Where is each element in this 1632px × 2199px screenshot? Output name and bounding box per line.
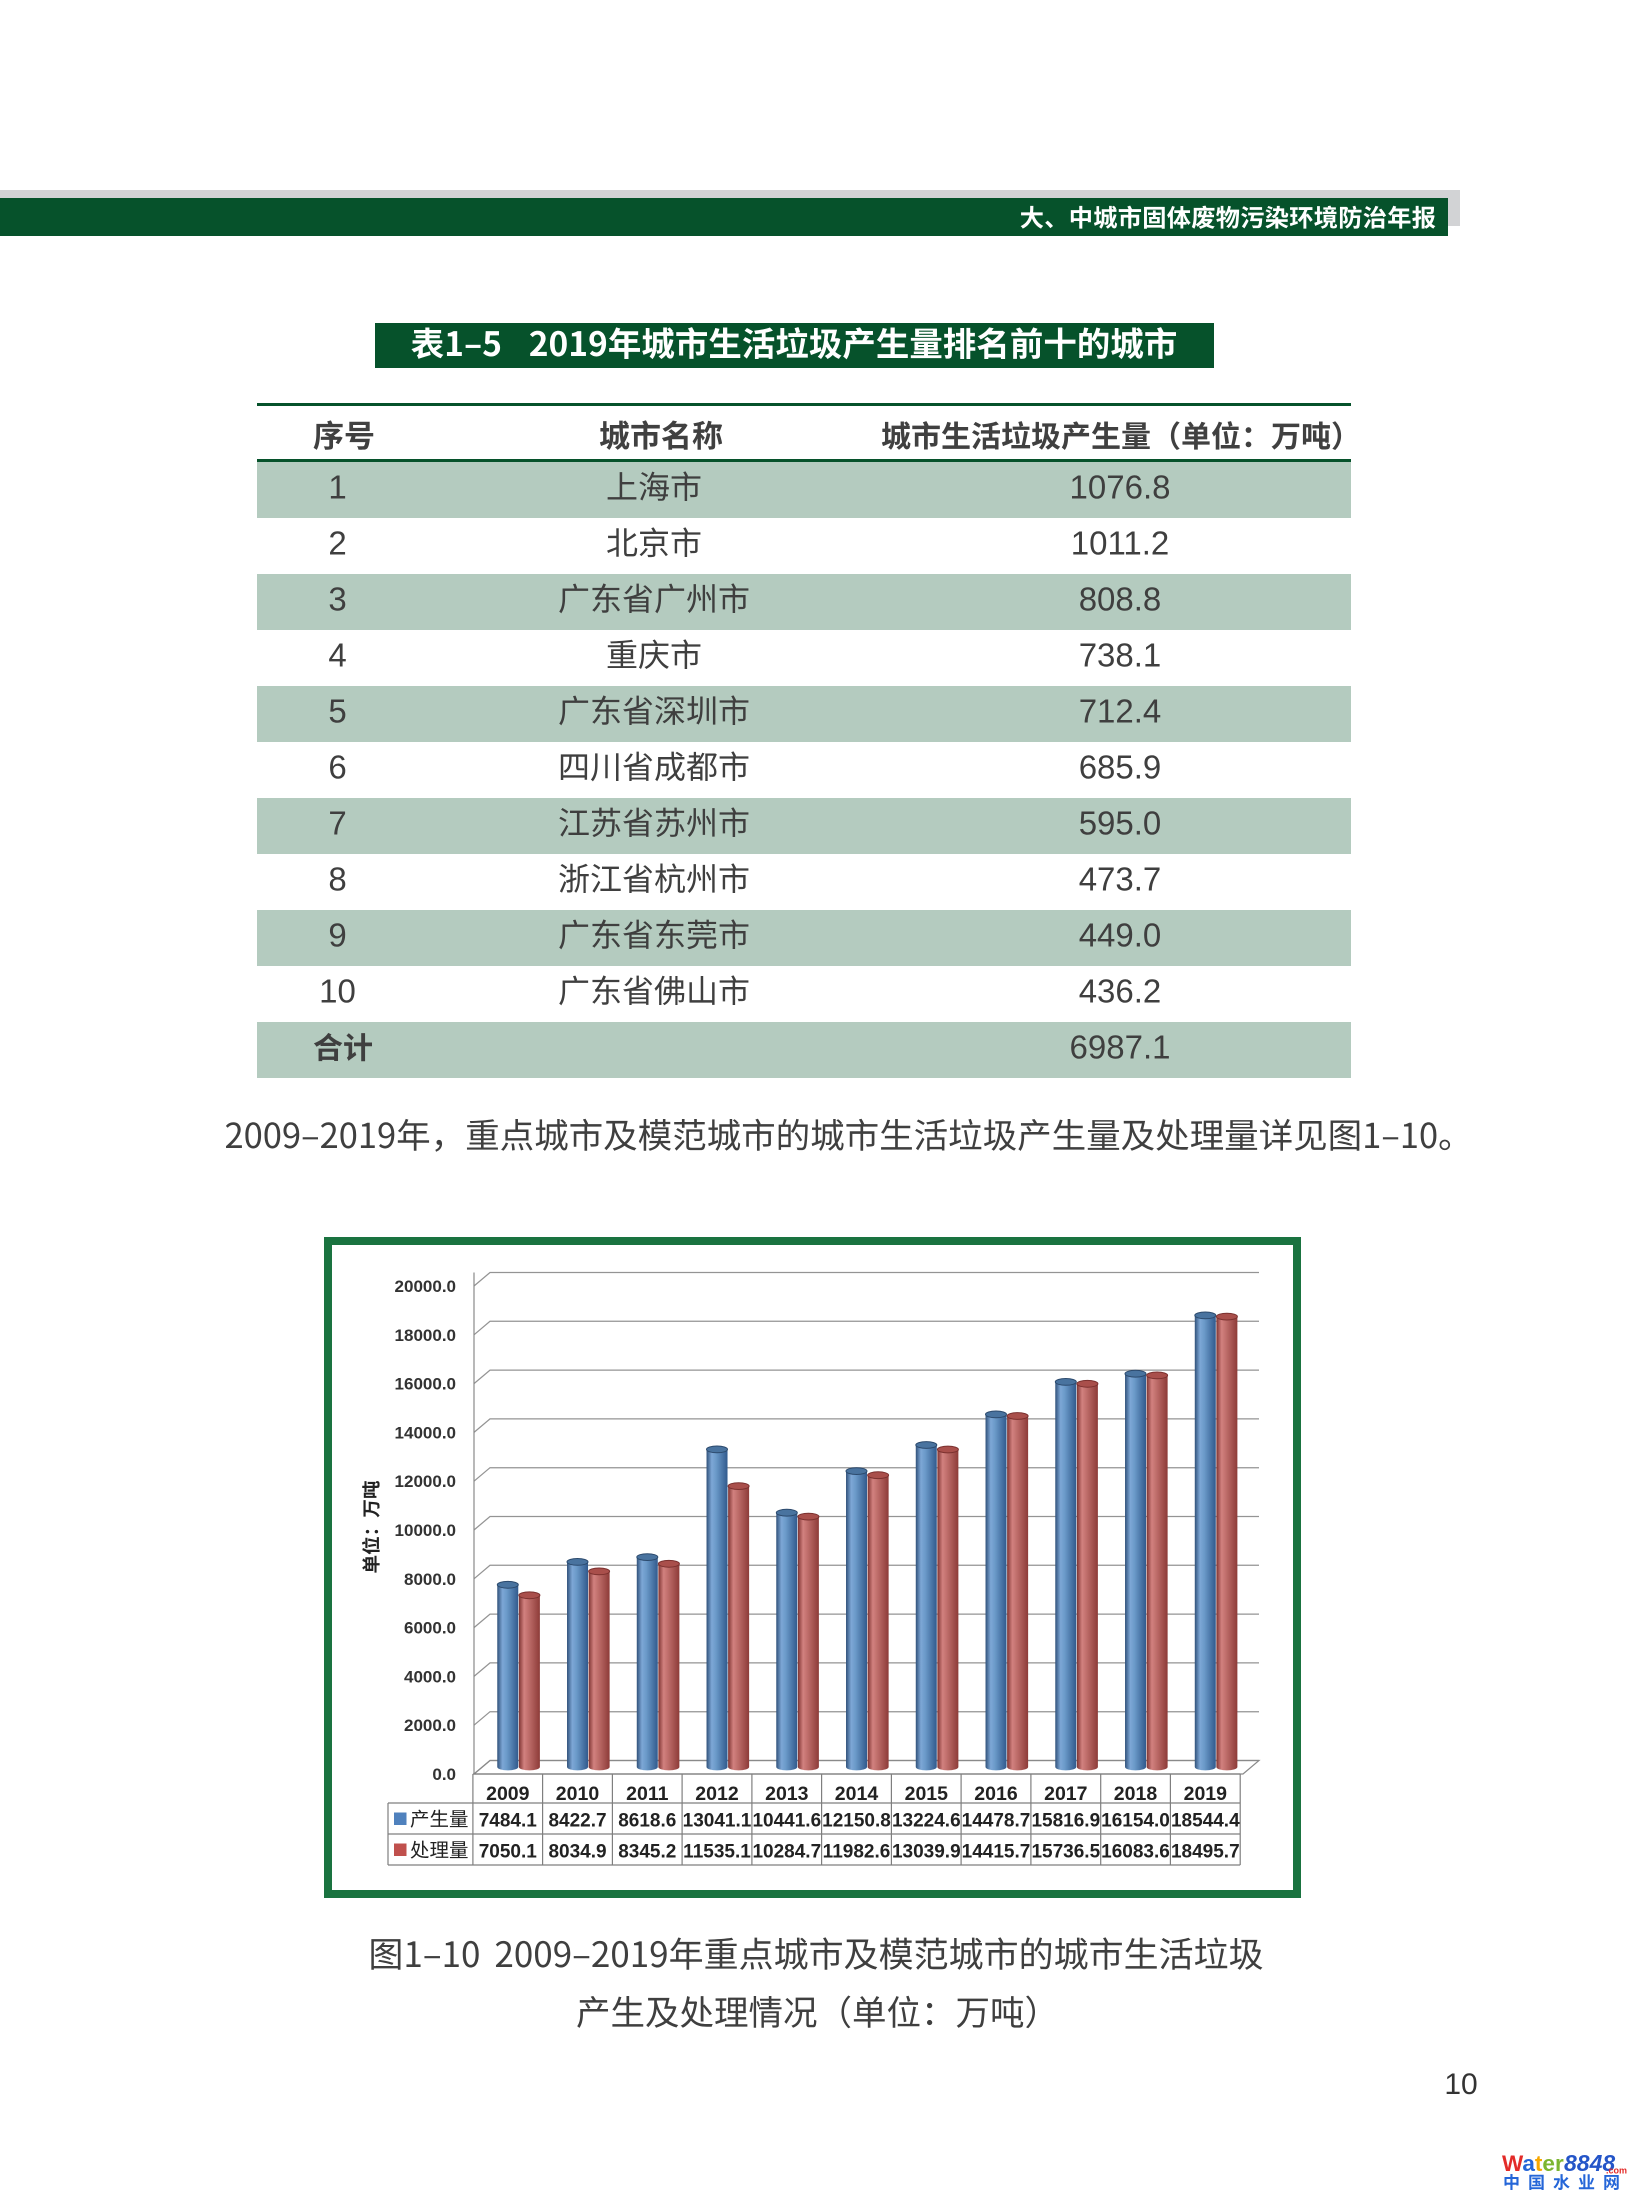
svg-text:2017: 2017 bbox=[1044, 1783, 1087, 1805]
svg-text:7050.1: 7050.1 bbox=[479, 1841, 538, 1862]
svg-text:2: 2 bbox=[328, 525, 346, 562]
svg-text:5: 5 bbox=[328, 693, 346, 730]
svg-text:10284.7: 10284.7 bbox=[752, 1841, 821, 1862]
svg-text:595.0: 595.0 bbox=[1079, 805, 1162, 842]
svg-text:13041.1: 13041.1 bbox=[683, 1810, 752, 1831]
svg-text:7484.1: 7484.1 bbox=[479, 1810, 538, 1831]
svg-text:10441.6: 10441.6 bbox=[752, 1810, 821, 1831]
svg-text:1011.2: 1011.2 bbox=[1071, 525, 1169, 562]
svg-text:2018: 2018 bbox=[1114, 1783, 1158, 1805]
svg-text:0.0: 0.0 bbox=[432, 1765, 456, 1784]
svg-text:685.9: 685.9 bbox=[1079, 749, 1162, 786]
svg-text:.com: .com bbox=[1606, 2166, 1627, 2176]
svg-text:2015: 2015 bbox=[905, 1783, 949, 1805]
svg-text:449.0: 449.0 bbox=[1079, 917, 1162, 954]
svg-text:12000.0: 12000.0 bbox=[395, 1472, 456, 1491]
svg-text:7: 7 bbox=[328, 805, 346, 842]
svg-text:3: 3 bbox=[328, 581, 346, 618]
svg-text:2014: 2014 bbox=[835, 1783, 879, 1805]
svg-text:15736.5: 15736.5 bbox=[1031, 1841, 1100, 1862]
svg-text:8000.0: 8000.0 bbox=[404, 1570, 456, 1589]
svg-text:8345.2: 8345.2 bbox=[618, 1841, 676, 1862]
svg-text:2012: 2012 bbox=[695, 1783, 739, 1805]
svg-text:8034.9: 8034.9 bbox=[548, 1841, 606, 1862]
svg-text:13039.9: 13039.9 bbox=[892, 1841, 961, 1862]
svg-text:4: 4 bbox=[328, 637, 346, 674]
svg-text:13224.6: 13224.6 bbox=[892, 1810, 961, 1831]
svg-text:10: 10 bbox=[319, 973, 356, 1010]
svg-text:8: 8 bbox=[328, 861, 346, 898]
svg-text:2019: 2019 bbox=[1184, 1783, 1228, 1805]
svg-text:808.8: 808.8 bbox=[1079, 581, 1162, 618]
svg-text:14415.7: 14415.7 bbox=[962, 1841, 1031, 1862]
svg-text:16083.6: 16083.6 bbox=[1101, 1841, 1170, 1862]
svg-text:9: 9 bbox=[328, 917, 346, 954]
svg-text:1076.8: 1076.8 bbox=[1070, 469, 1171, 506]
svg-text:8422.7: 8422.7 bbox=[548, 1810, 606, 1831]
svg-text:11535.1: 11535.1 bbox=[683, 1841, 751, 1862]
svg-text:2010: 2010 bbox=[556, 1783, 600, 1805]
svg-text:10: 10 bbox=[1444, 2068, 1477, 2101]
svg-text:2000.0: 2000.0 bbox=[404, 1716, 456, 1735]
svg-text:18000.0: 18000.0 bbox=[395, 1326, 456, 1345]
svg-text:1: 1 bbox=[328, 469, 346, 506]
svg-text:6: 6 bbox=[328, 749, 346, 786]
svg-text:16000.0: 16000.0 bbox=[395, 1375, 456, 1394]
svg-text:2016: 2016 bbox=[974, 1783, 1018, 1805]
svg-text:10000.0: 10000.0 bbox=[395, 1521, 456, 1540]
svg-text:Water: Water bbox=[1502, 2151, 1564, 2176]
svg-text:2009: 2009 bbox=[486, 1783, 530, 1805]
svg-text:8618.6: 8618.6 bbox=[618, 1810, 676, 1831]
svg-text:6000.0: 6000.0 bbox=[404, 1619, 456, 1638]
svg-text:15816.9: 15816.9 bbox=[1031, 1810, 1100, 1831]
svg-text:18544.4: 18544.4 bbox=[1171, 1810, 1240, 1831]
svg-text:712.4: 712.4 bbox=[1079, 693, 1162, 730]
svg-text:14478.7: 14478.7 bbox=[962, 1810, 1031, 1831]
svg-text:20000.0: 20000.0 bbox=[395, 1277, 456, 1296]
svg-text:4000.0: 4000.0 bbox=[404, 1667, 456, 1686]
svg-text:436.2: 436.2 bbox=[1079, 973, 1162, 1010]
svg-text:8848: 8848 bbox=[1564, 2150, 1615, 2176]
svg-text:6987.1: 6987.1 bbox=[1070, 1029, 1171, 1066]
svg-text:12150.8: 12150.8 bbox=[822, 1810, 891, 1831]
svg-text:16154.0: 16154.0 bbox=[1101, 1810, 1170, 1831]
svg-text:11982.6: 11982.6 bbox=[823, 1841, 891, 1862]
svg-text:18495.7: 18495.7 bbox=[1171, 1841, 1240, 1862]
svg-text:473.7: 473.7 bbox=[1079, 861, 1162, 898]
svg-text:738.1: 738.1 bbox=[1079, 637, 1162, 674]
svg-text:2013: 2013 bbox=[765, 1783, 809, 1805]
svg-text:14000.0: 14000.0 bbox=[395, 1423, 456, 1442]
svg-text:2011: 2011 bbox=[626, 1783, 668, 1805]
